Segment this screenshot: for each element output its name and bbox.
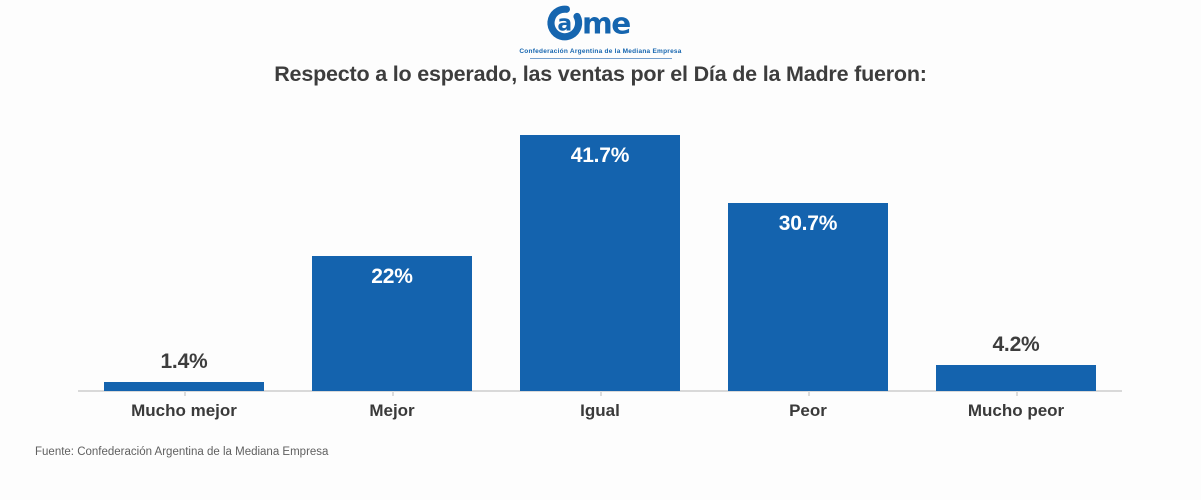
category-label: Mucho peor bbox=[967, 401, 1065, 420]
axis-tick bbox=[392, 391, 394, 396]
logo-letter-a: a bbox=[557, 12, 572, 37]
axis-tick bbox=[1016, 391, 1018, 396]
category-label: Mucho mejor bbox=[131, 401, 237, 420]
bar-igual bbox=[520, 135, 680, 391]
axis-tick bbox=[184, 391, 186, 396]
bar-value-label: 1.4% bbox=[160, 350, 208, 373]
bar-peor bbox=[728, 203, 888, 391]
bar-value-label: 4.2% bbox=[992, 333, 1040, 356]
came-logo: a me Confederación Argentina de la Media… bbox=[0, 2, 1201, 59]
chart-title: Respecto a lo esperado, las ventas por e… bbox=[274, 62, 927, 86]
bar-mucho-peor bbox=[936, 365, 1096, 391]
bar-value-label: 22% bbox=[371, 265, 413, 288]
bar-mejor bbox=[312, 256, 472, 391]
axis-tick bbox=[808, 391, 810, 396]
axis-tick bbox=[600, 391, 602, 396]
category-label: Peor bbox=[789, 401, 827, 420]
logo-letters-me: me bbox=[581, 6, 629, 40]
bar-value-label: 41.7% bbox=[570, 144, 630, 167]
category-label: Igual bbox=[580, 401, 620, 420]
logo-tagline: Confederación Argentina de la Mediana Em… bbox=[519, 48, 682, 55]
bar-value-label: 30.7% bbox=[778, 212, 838, 235]
logo-rule bbox=[529, 58, 672, 59]
category-label: Mejor bbox=[369, 401, 415, 420]
bar-mucho-mejor bbox=[104, 382, 264, 391]
came-logo-icon: a me bbox=[546, 5, 631, 40]
source-note: Fuente: Confederación Argentina de la Me… bbox=[35, 446, 329, 458]
